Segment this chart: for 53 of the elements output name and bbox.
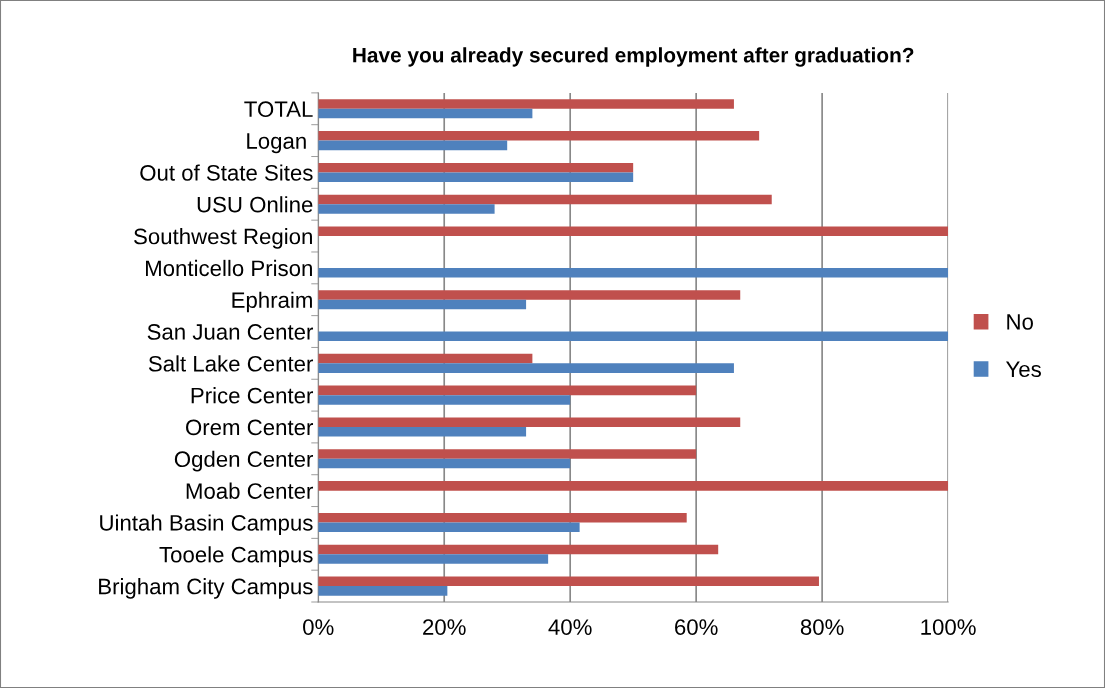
- bar: [318, 131, 760, 141]
- bar: [318, 554, 549, 564]
- bar: [318, 481, 949, 491]
- y-tick-label: Ogden Center: [174, 450, 314, 472]
- bar: [318, 226, 949, 237]
- chart-title: Have you already secured employment after graduation?: [353, 47, 914, 67]
- bar: [318, 204, 495, 214]
- y-tick-label: Price Center: [191, 387, 314, 404]
- y-tick-label: Moab Center: [186, 482, 314, 499]
- y-tick-label: Brigham City Campus: [99, 578, 313, 599]
- y-tick-label: San Juan Center: [147, 324, 314, 340]
- bar: [318, 140, 508, 151]
- bar: [318, 299, 527, 310]
- bar: [318, 108, 533, 119]
- legend-label: No: [1007, 314, 1033, 330]
- y-tick-label: TOTAL: [244, 101, 313, 118]
- bar: [318, 395, 571, 405]
- x-tick-label: 0%: [303, 619, 334, 635]
- bar: [318, 417, 741, 427]
- bar: [318, 458, 571, 469]
- bar: [318, 385, 697, 396]
- bar: [318, 331, 949, 342]
- bar: [318, 290, 741, 300]
- bar: [318, 194, 772, 205]
- x-tick-label: 60%: [675, 619, 718, 635]
- x-tick-label: 20%: [423, 619, 466, 635]
- x-tick-label: 80%: [800, 619, 844, 635]
- y-tick-label: USU Online: [197, 196, 313, 213]
- bar: [318, 267, 949, 278]
- bar: [318, 99, 734, 109]
- bar: [318, 353, 533, 364]
- x-tick-label: 100%: [921, 619, 976, 635]
- bar: [318, 586, 448, 596]
- y-tick-label: Out of State Sites: [140, 164, 313, 181]
- bar: [318, 449, 697, 459]
- y-tick-label: Salt Lake Center: [148, 355, 314, 372]
- y-tick-label: Southwest Region: [134, 228, 312, 249]
- y-tick-label: Tooele Campus: [159, 546, 313, 567]
- bar: [318, 544, 719, 555]
- y-tick-label: Orem Center: [186, 419, 314, 436]
- bar: [318, 426, 527, 437]
- y-tick-label: Ephraim: [232, 291, 312, 313]
- bar: [318, 512, 687, 523]
- y-tick-label: Monticello Prison: [146, 259, 312, 277]
- y-tick-label: Uintah Basin Campus: [100, 514, 313, 536]
- bar: [318, 162, 634, 173]
- bar: [318, 172, 634, 182]
- legend-label: Yes: [1005, 361, 1041, 378]
- x-tick-label: 40%: [548, 619, 592, 635]
- bar: [318, 522, 580, 532]
- bar: [318, 576, 819, 587]
- bar: [318, 363, 734, 373]
- y-tick-label: Logan: [247, 133, 306, 154]
